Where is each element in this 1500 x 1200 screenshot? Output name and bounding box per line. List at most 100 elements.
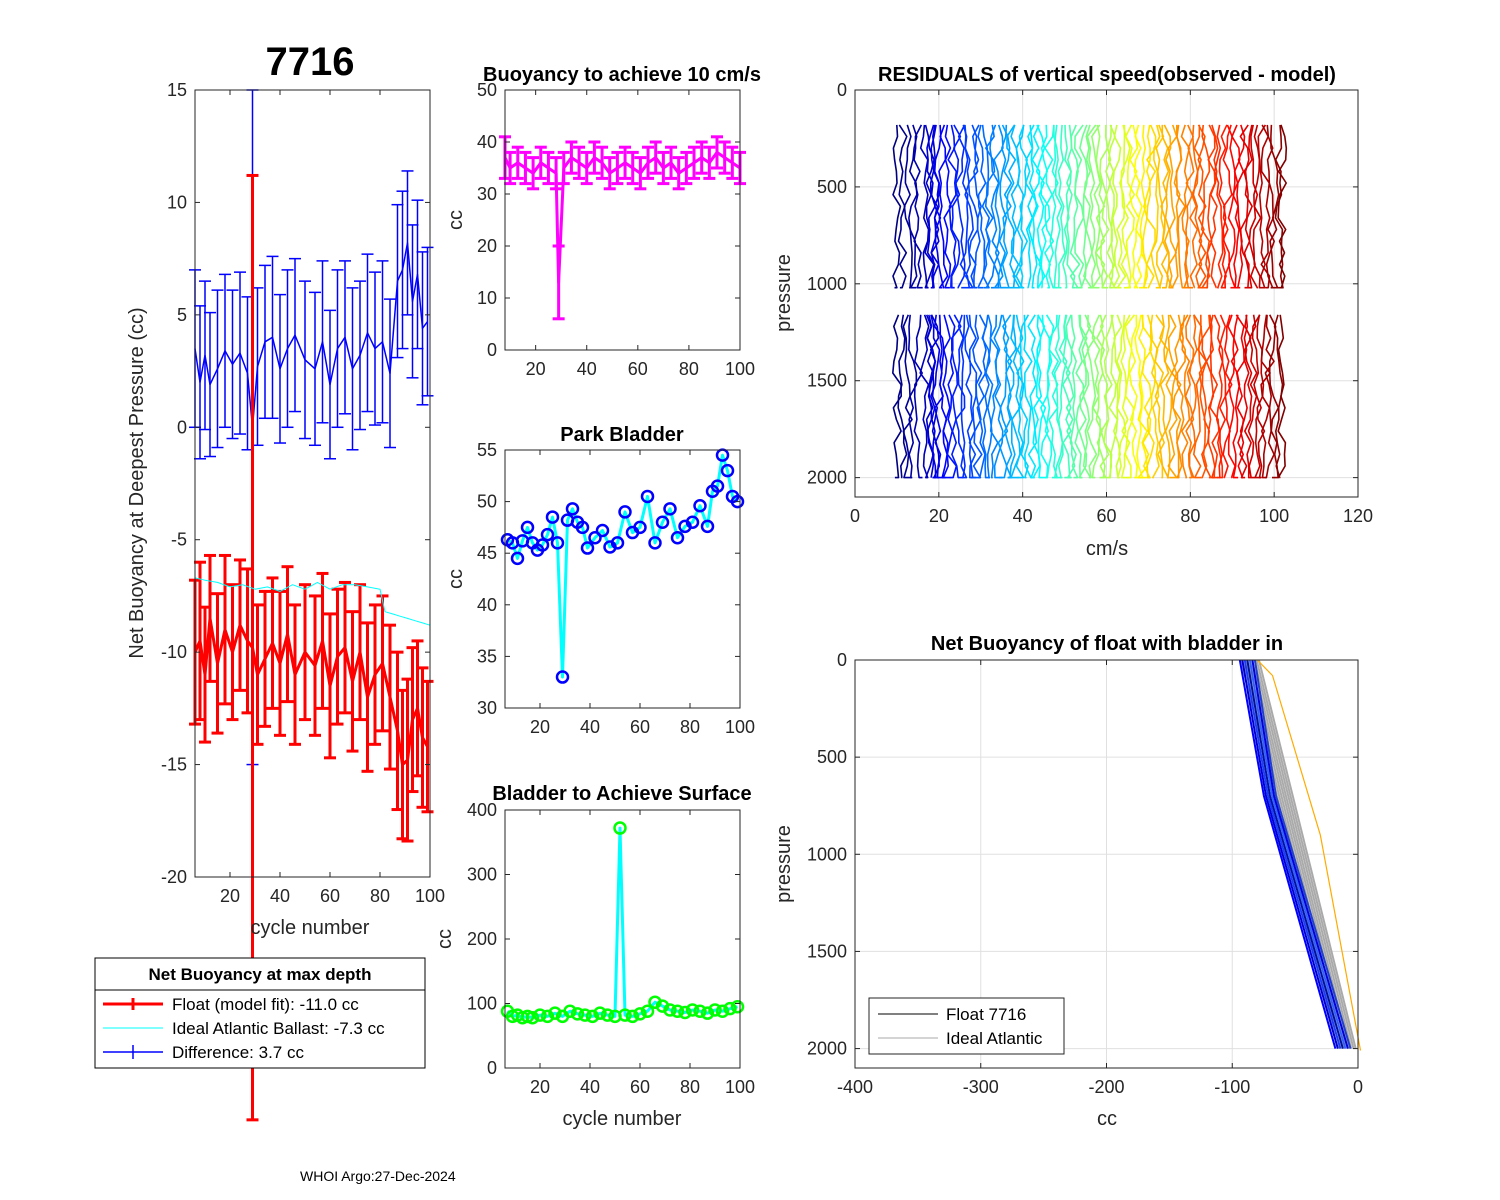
park-bladder-marker [520,520,535,535]
residual-profile [1193,314,1203,479]
surface-bladder-marker [685,1003,700,1017]
residual-profile [1044,124,1055,289]
ideal-atlantic-line [1253,659,1353,1049]
bladder-surface-panel: Bladder to Achieve Surface 20 40 60 80 100 40… [434,783,755,1130]
park-bladder-marker [670,530,685,545]
residual-profile [1062,314,1072,479]
residual-profile [919,314,930,479]
surface-bladder-marker [613,821,627,835]
ideal-atlantic-line [1251,659,1350,1049]
y-tick-label: 10 [477,288,497,308]
float-fit-line [193,616,429,767]
park-bladder-marker [710,479,725,493]
residual-profile [1257,124,1267,289]
residual-profile [1227,314,1236,479]
y-tick-label: 30 [477,698,497,718]
residual-profile [1175,124,1186,289]
residual-profile [1120,124,1132,289]
residual-profile [1235,314,1245,479]
residual-profile [981,124,991,289]
surface-bladder-marker [625,1009,640,1024]
x-tick-label: 40 [1013,506,1033,526]
park-bladder-marker [575,520,590,535]
residual-profile [1265,124,1275,289]
residual-profile [1066,124,1076,289]
residual-profile [1201,124,1211,289]
residual-profile [1150,124,1161,289]
residual-profile [1201,314,1212,479]
residual-profile [1027,124,1038,289]
residual-profile [1018,124,1028,289]
residual-profile [1167,314,1178,479]
residual-profile [950,124,962,289]
residual-profile [926,124,936,289]
residual-profile [1035,314,1047,479]
residual-profile [964,314,974,479]
park-bladder-marker [648,536,662,550]
residual-profile [1069,124,1081,289]
x-tick-label: 20 [220,886,240,906]
y-tick-label: -15 [161,755,187,775]
residual-profile [938,314,948,479]
x-tick-label: 0 [1353,1077,1363,1097]
legend-box [868,997,1065,1055]
x-tick-label: 100 [725,717,755,737]
y-tick-label: 45 [477,543,497,563]
residual-profile [1268,314,1280,479]
park-bladder-marker [595,523,610,538]
residual-profile [1023,314,1033,479]
residual-profile [1260,124,1271,289]
ideal-ballast-line [194,577,431,626]
residual-profile [1065,314,1076,479]
residual-profile [1124,314,1136,479]
x-tick-label: 20 [530,1077,550,1097]
park-bladder-marker [685,515,700,529]
float-7716-line [1248,659,1347,1049]
park-bladder-marker [618,505,632,519]
residual-profile [985,314,994,479]
residual-profile [1108,314,1119,479]
x-tick-label: 60 [630,717,650,737]
residual-profile [897,314,908,479]
residual-profile [1264,314,1275,479]
residual-profile [942,314,951,479]
surface-bladder-marker [570,1007,585,1021]
axes-frame [504,449,741,709]
residual-profile [1160,124,1170,289]
x-tick-label: 120 [1343,506,1373,526]
panel-title: RESIDUALS of vertical speed(observed - m… [878,64,1336,86]
residual-profile [1048,124,1059,289]
residual-profile [907,314,918,479]
surface-bladder-marker [540,1009,555,1024]
residual-profile [968,314,978,479]
residual-profile [1236,124,1246,289]
residual-profile [1210,124,1219,289]
residual-profile [1048,314,1059,479]
axes-frame [854,89,1359,498]
residual-profile [902,314,913,479]
y-tick-label: 40 [477,132,497,152]
residual-profile [1053,124,1063,289]
x-axis-label: cm/s [1086,538,1128,560]
residual-profile [1277,124,1288,289]
residual-profile [989,124,1000,289]
x-tick-label: 60 [628,359,648,379]
legend-entry-float: Float 7716 [946,1005,1026,1024]
residual-profile [1057,314,1068,479]
park-bladder-marker [565,502,580,516]
surface-bladder-marker [533,1008,547,1022]
y-tick-label: 50 [477,80,497,100]
residual-profile [1134,314,1144,479]
surface-bladder-marker [563,1004,577,1018]
residual-profile [1226,124,1236,289]
x-tick-label: 80 [679,359,699,379]
residual-profile [1082,314,1092,479]
residual-profile [1248,124,1259,289]
residual-profile [989,314,1000,479]
residual-profile [1167,124,1178,289]
x-tick-label: -100 [1214,1077,1250,1097]
x-tick-label: 100 [415,886,445,906]
y-axis-label: pressure [773,825,795,903]
x-axis-label: cycle number [563,1108,682,1130]
residual-profile [1260,314,1271,479]
